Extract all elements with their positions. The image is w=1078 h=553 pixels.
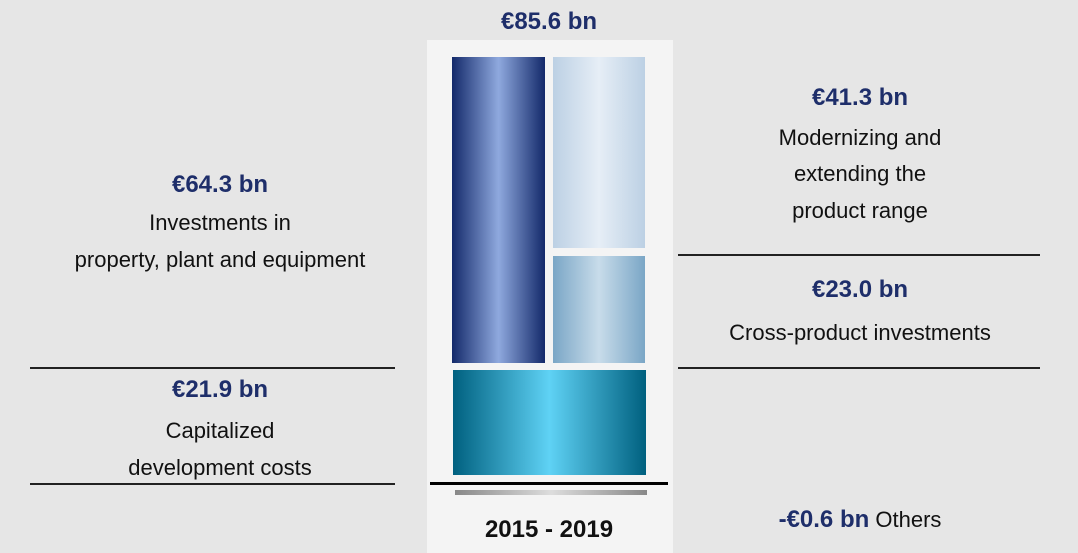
divider [678, 254, 1040, 256]
total-amount: €85.6 bn [500, 8, 598, 35]
description: extending the [793, 161, 927, 186]
others-block [455, 490, 647, 495]
amount: €64.3 bn [171, 171, 269, 198]
description: Others [875, 507, 942, 532]
description: Investments in [149, 210, 291, 235]
description: Cross-product investments [729, 320, 991, 345]
amount: €21.9 bn [171, 376, 269, 403]
baseline [430, 482, 668, 485]
ppe-block [452, 57, 545, 363]
amount: €41.3 bn [811, 84, 909, 111]
capitalized-block [453, 370, 646, 475]
amount: -€0.6 bn [778, 506, 870, 533]
product-range-block [553, 57, 645, 248]
amount: €23.0 bn [811, 276, 909, 303]
divider [30, 367, 395, 369]
description: Modernizing and [778, 125, 942, 150]
description: property, plant and equipment [74, 247, 366, 272]
description: product range [792, 198, 928, 223]
period: 2015 - 2019 [484, 516, 614, 543]
description: Capitalized [165, 418, 275, 443]
cross-product-block [553, 256, 645, 363]
divider [678, 367, 1040, 369]
divider [30, 483, 395, 485]
description: development costs [128, 455, 312, 480]
others-row: -€0.6 bn Others [779, 506, 942, 534]
